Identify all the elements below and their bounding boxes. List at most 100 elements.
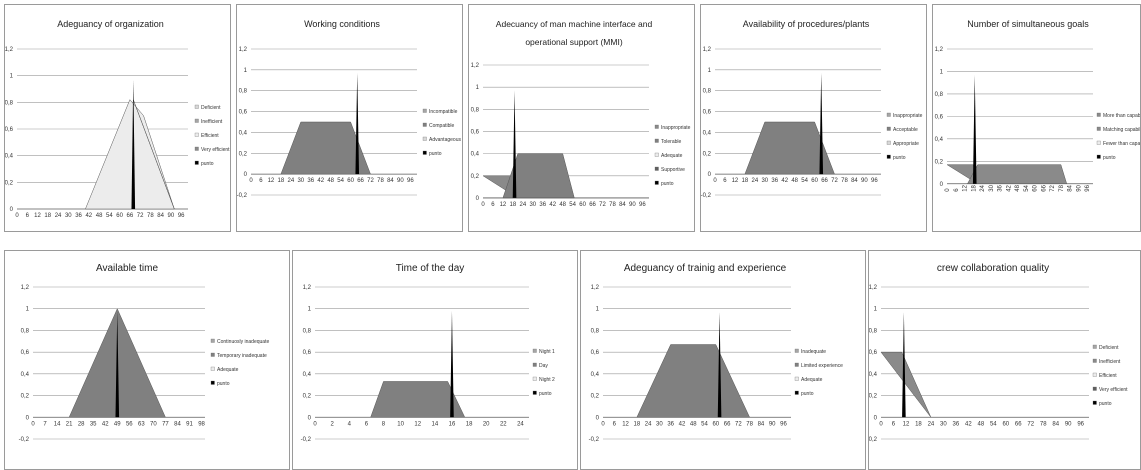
legend-swatch <box>1096 154 1101 159</box>
legend-swatch <box>1092 400 1097 405</box>
y-tick-label: 1,2 <box>239 47 248 53</box>
x-tick-label: 30 <box>65 213 72 219</box>
x-tick-label: 22 <box>500 421 507 427</box>
x-tick-label: 54 <box>1024 184 1030 191</box>
chart-svg: Working conditions -0,2 0 0,2 0,4 0,6 0,8 1 1,2 0… <box>237 19 461 199</box>
x-tick-label: 0 <box>945 188 951 192</box>
y-tick-label: 0,8 <box>935 92 944 98</box>
x-tick-label: 30 <box>989 184 995 191</box>
y-tick-label: 1 <box>874 307 878 313</box>
legend-label: Adequate <box>661 153 683 159</box>
x-tick-label: 90 <box>629 202 636 208</box>
y-tick-label: 0,4 <box>471 152 480 158</box>
legend-label: Inefficient <box>1099 359 1121 365</box>
x-tick-label: 0 <box>15 213 19 219</box>
legend-label: punto <box>1103 155 1116 161</box>
x-tick-label: 78 <box>147 213 154 219</box>
legend-swatch <box>422 122 427 127</box>
y-tick-label: 1,2 <box>591 285 600 291</box>
legend-label: Compatible <box>429 123 455 129</box>
x-tick-label: 48 <box>690 421 697 427</box>
series-area <box>85 99 175 210</box>
legend-label: Deficient <box>201 105 221 111</box>
x-tick-label: 24 <box>928 421 935 427</box>
x-tick-label: 60 <box>579 202 586 208</box>
x-tick-label: 24 <box>287 178 294 184</box>
chart-title: Number of simultaneous goals <box>967 19 1089 29</box>
x-tick-label: 18 <box>466 421 473 427</box>
x-tick-label: 36 <box>75 213 82 219</box>
legend-swatch <box>794 362 799 367</box>
legend-swatch <box>654 124 659 129</box>
x-tick-label: 30 <box>761 178 768 184</box>
legend-swatch <box>1096 140 1101 145</box>
x-tick-label: 77 <box>162 421 169 427</box>
punto-marker <box>355 72 360 175</box>
x-tick-label: 60 <box>116 213 123 219</box>
y-tick-label: 0 <box>874 415 878 421</box>
y-tick-label: -0,2 <box>869 437 878 443</box>
x-tick-label: 12 <box>622 421 629 427</box>
y-tick-label: -0,2 <box>301 437 312 443</box>
chart-title: crew collaboration quality <box>937 263 1049 274</box>
legend-swatch <box>654 138 659 143</box>
x-tick-label: 84 <box>851 178 858 184</box>
y-tick-label: 0,8 <box>471 107 480 113</box>
series-area <box>370 381 466 418</box>
legend-swatch <box>794 390 799 395</box>
y-tick-label: -0,2 <box>237 193 248 199</box>
chart-svg: Number of simultaneous goals 0 0,2 0,4 0,6 0,… <box>935 19 1140 192</box>
x-tick-label: 54 <box>337 178 344 184</box>
x-tick-label: 6 <box>954 188 960 192</box>
chart-title: Available time <box>96 263 159 274</box>
x-tick-label: 63 <box>138 421 145 427</box>
x-tick-label: 0 <box>31 421 35 427</box>
x-tick-label: 35 <box>90 421 97 427</box>
series-area <box>133 99 175 210</box>
x-tick-label: 84 <box>619 202 626 208</box>
legend-label: punto <box>539 391 552 397</box>
x-tick-label: 24 <box>645 421 652 427</box>
legend-label: Matching capability <box>1103 127 1140 133</box>
x-tick-label: 60 <box>347 178 354 184</box>
y-tick-label: 0 <box>308 415 312 421</box>
legend-label: punto <box>801 391 814 397</box>
y-tick-label: 0,8 <box>869 328 878 334</box>
x-tick-label: 10 <box>397 421 404 427</box>
x-tick-label: 66 <box>589 202 596 208</box>
x-tick-label: 36 <box>667 421 674 427</box>
x-tick-label: 12 <box>732 178 739 184</box>
y-tick-label: 0,6 <box>869 350 878 356</box>
x-tick-label: 18 <box>633 421 640 427</box>
y-tick-label: 0,6 <box>21 350 30 356</box>
y-tick-label: 1,2 <box>471 63 480 69</box>
x-tick-label: 48 <box>791 178 798 184</box>
y-tick-label: 0,2 <box>303 394 312 400</box>
x-tick-label: 54 <box>801 178 808 184</box>
x-tick-label: 96 <box>407 178 414 184</box>
y-tick-label: 0,6 <box>591 350 600 356</box>
x-tick-label: 84 <box>1052 421 1059 427</box>
x-tick-label: 16 <box>449 421 456 427</box>
chart-title: Working conditions <box>304 19 380 29</box>
x-tick-label: 60 <box>811 178 818 184</box>
x-tick-label: 72 <box>831 178 838 184</box>
legend-label: punto <box>893 155 906 161</box>
y-tick-label: 0,6 <box>703 110 712 116</box>
x-tick-label: 36 <box>953 421 960 427</box>
y-tick-label: 0,4 <box>703 130 712 136</box>
y-tick-label: 1 <box>476 85 480 91</box>
legend-label: Adequate <box>217 367 239 373</box>
chart-svg: Adecuancy of man machine interface and op… <box>471 19 691 208</box>
x-tick-label: 91 <box>186 421 193 427</box>
x-tick-label: 90 <box>168 213 175 219</box>
x-tick-label: 30 <box>529 202 536 208</box>
x-tick-label: 66 <box>127 213 134 219</box>
legend-swatch <box>886 112 891 117</box>
chart-title: Time of the day <box>396 263 465 274</box>
legend-swatch <box>422 150 427 155</box>
x-tick-label: 48 <box>977 421 984 427</box>
x-tick-label: 54 <box>701 421 708 427</box>
x-tick-label: 42 <box>317 178 324 184</box>
y-tick-label: 1 <box>596 307 600 313</box>
